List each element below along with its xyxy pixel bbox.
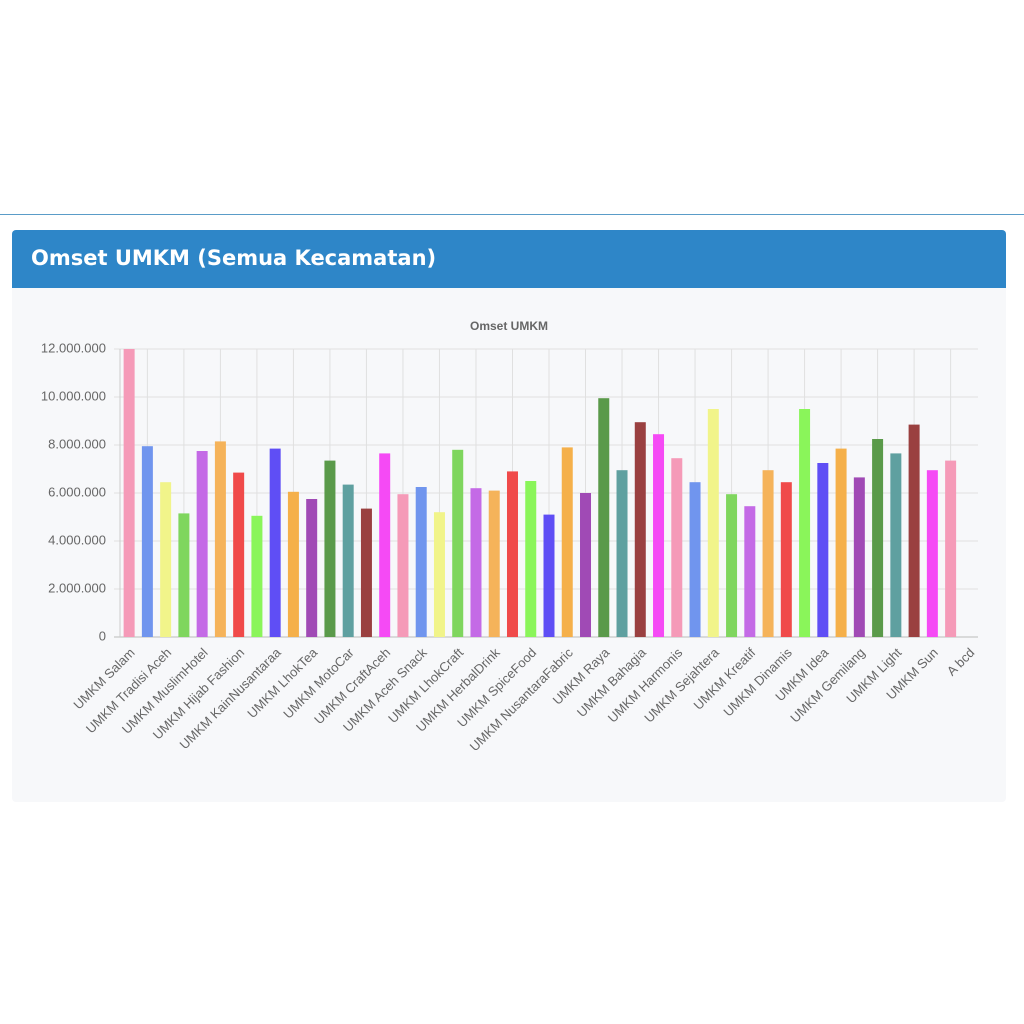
bar: [561, 447, 573, 637]
bar: [506, 471, 518, 637]
bar: [269, 448, 281, 637]
y-tick-label: 8.000.000: [48, 436, 106, 451]
bar: [634, 422, 646, 637]
bar: [616, 470, 628, 637]
bar: [926, 470, 938, 637]
x-tick-label: A bcd: [944, 645, 978, 679]
bar: [178, 513, 190, 637]
bar: [488, 490, 500, 637]
bar: [306, 499, 318, 637]
bar: [744, 506, 756, 637]
bar: [762, 470, 774, 637]
bar: [141, 446, 153, 637]
bar: [324, 460, 336, 637]
bar: [214, 441, 226, 637]
bar: [251, 515, 263, 637]
bar: [945, 460, 957, 637]
bar: [707, 409, 719, 637]
bar: [233, 472, 245, 637]
y-tick-label: 4.000.000: [48, 532, 106, 547]
bar: [598, 398, 610, 637]
bar: [890, 453, 902, 637]
bar: [342, 484, 354, 637]
bar: [543, 514, 555, 637]
bar: [653, 434, 665, 637]
bar: [415, 487, 427, 637]
bar: [470, 488, 482, 637]
card-title: Omset UMKM (Semua Kecamatan): [12, 230, 1006, 288]
bar: [780, 482, 792, 637]
bar: [379, 453, 391, 637]
bar: [671, 458, 683, 637]
y-tick-label: 10.000.000: [41, 388, 106, 403]
bar: [817, 463, 829, 637]
bar: [726, 494, 738, 637]
y-tick-label: 0: [99, 628, 106, 643]
bar: [689, 482, 701, 637]
bar: [196, 451, 208, 637]
bar: [123, 349, 135, 637]
bar: [799, 409, 811, 637]
bar: [433, 512, 445, 637]
bar: [397, 494, 409, 637]
bar: [360, 508, 372, 637]
bar: [287, 491, 299, 637]
bar: [835, 448, 847, 637]
bar: [908, 424, 920, 637]
bar: [160, 482, 172, 637]
bar: [452, 449, 464, 637]
bar: [872, 439, 884, 637]
bar: [525, 481, 537, 637]
bar: [580, 493, 592, 637]
y-tick-label: 12.000.000: [41, 340, 106, 355]
y-tick-label: 2.000.000: [48, 580, 106, 595]
y-tick-label: 6.000.000: [48, 484, 106, 499]
bar: [853, 477, 865, 637]
chart-title: Omset UMKM: [470, 319, 548, 333]
divider: [0, 214, 1024, 215]
